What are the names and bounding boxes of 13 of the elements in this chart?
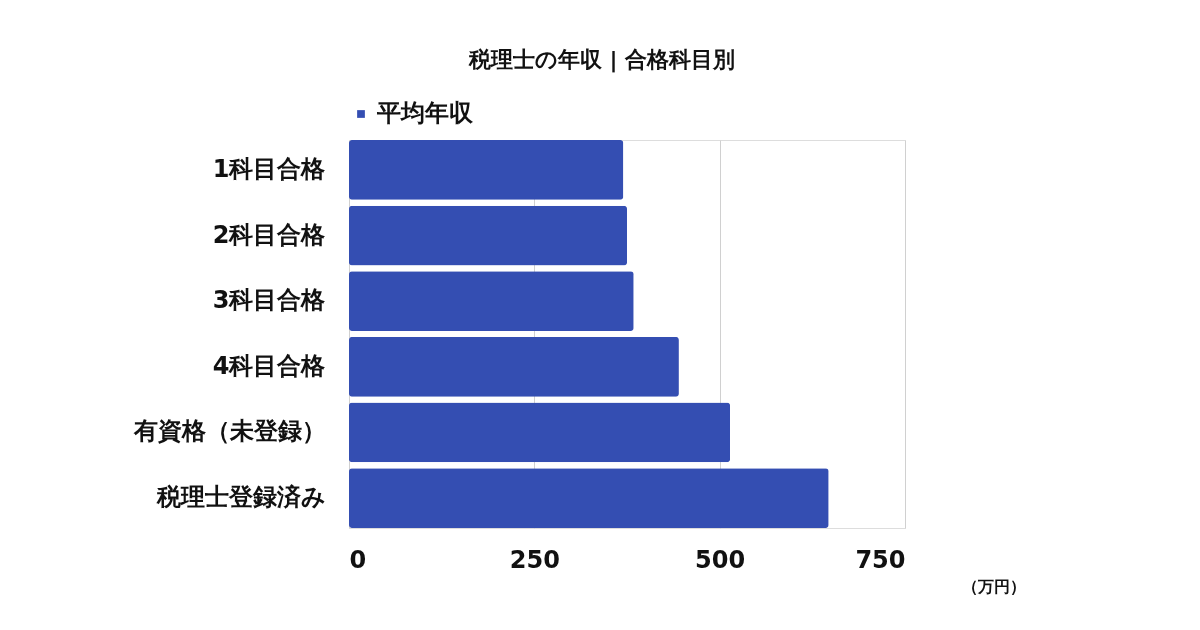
x-tick-label: 500	[695, 545, 746, 574]
y-tick-label: 税理士登録済み	[155, 483, 326, 512]
y-tick-label: 2科目合格	[212, 220, 327, 249]
legend-label: 平均年収	[376, 99, 474, 127]
x-tick-label: 750	[855, 545, 906, 574]
x-tick-label: 250	[509, 545, 560, 574]
y-tick-label: 有資格（未登録）	[132, 417, 326, 446]
x-tick-label: 0	[349, 545, 367, 574]
y-tick-label: 3科目合格	[212, 286, 327, 315]
chart-title: 税理士の年収 | 合格科目別	[467, 47, 736, 73]
y-tick-label: 1科目合格	[212, 154, 327, 183]
y-tick-label: 4科目合格	[212, 351, 327, 380]
x-axis-title: （万円）	[961, 576, 1026, 596]
